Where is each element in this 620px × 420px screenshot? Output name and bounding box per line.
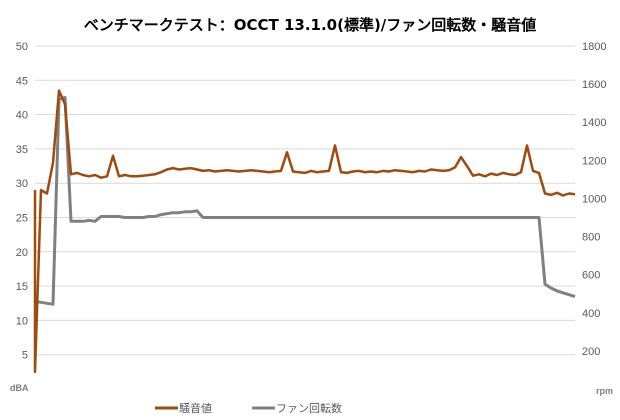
left-tick-label: 20	[16, 247, 28, 259]
legend-label-noise: 騒音値	[179, 401, 212, 415]
right-axis-label: rpm	[596, 386, 613, 396]
right-tick-label: 200	[582, 346, 600, 358]
left-axis-ticks: 5 10 15 20 25 30 35 40 45 50	[16, 41, 28, 362]
series-lines	[33, 89, 576, 374]
right-tick-label: 1200	[582, 155, 606, 167]
left-tick-label: 40	[16, 110, 28, 122]
legend-label-fan: ファン回転数	[276, 402, 342, 415]
gridlines	[35, 45, 575, 356]
right-tick-label: 1400	[582, 117, 606, 129]
right-tick-label: 400	[582, 308, 600, 320]
chart-title: ベンチマークテスト：OCCT 13.1.0(標準)/ファン回転数・騒音値	[84, 16, 537, 34]
left-tick-label: 25	[16, 213, 28, 225]
left-tick-label: 10	[16, 315, 28, 327]
series-line-noise	[33, 89, 576, 374]
right-tick-label: 1000	[582, 193, 606, 205]
series-line-fan	[34, 95, 576, 306]
left-tick-label: 50	[16, 41, 28, 53]
right-tick-label: 1600	[582, 79, 606, 91]
right-tick-label: 600	[582, 270, 600, 282]
left-axis-label: dBA	[10, 383, 29, 393]
left-tick-label: 45	[16, 75, 28, 87]
right-axis-ticks: 200 400 600 800 1000 1200 1400 1600 1800	[582, 41, 606, 358]
left-tick-label: 35	[16, 144, 28, 156]
right-tick-label: 1800	[582, 41, 606, 53]
right-tick-label: 800	[582, 232, 600, 244]
legend: 騒音値 ファン回転数	[155, 401, 342, 415]
left-tick-label: 5	[22, 350, 28, 362]
left-tick-label: 15	[16, 281, 28, 293]
left-tick-label: 30	[16, 178, 28, 190]
